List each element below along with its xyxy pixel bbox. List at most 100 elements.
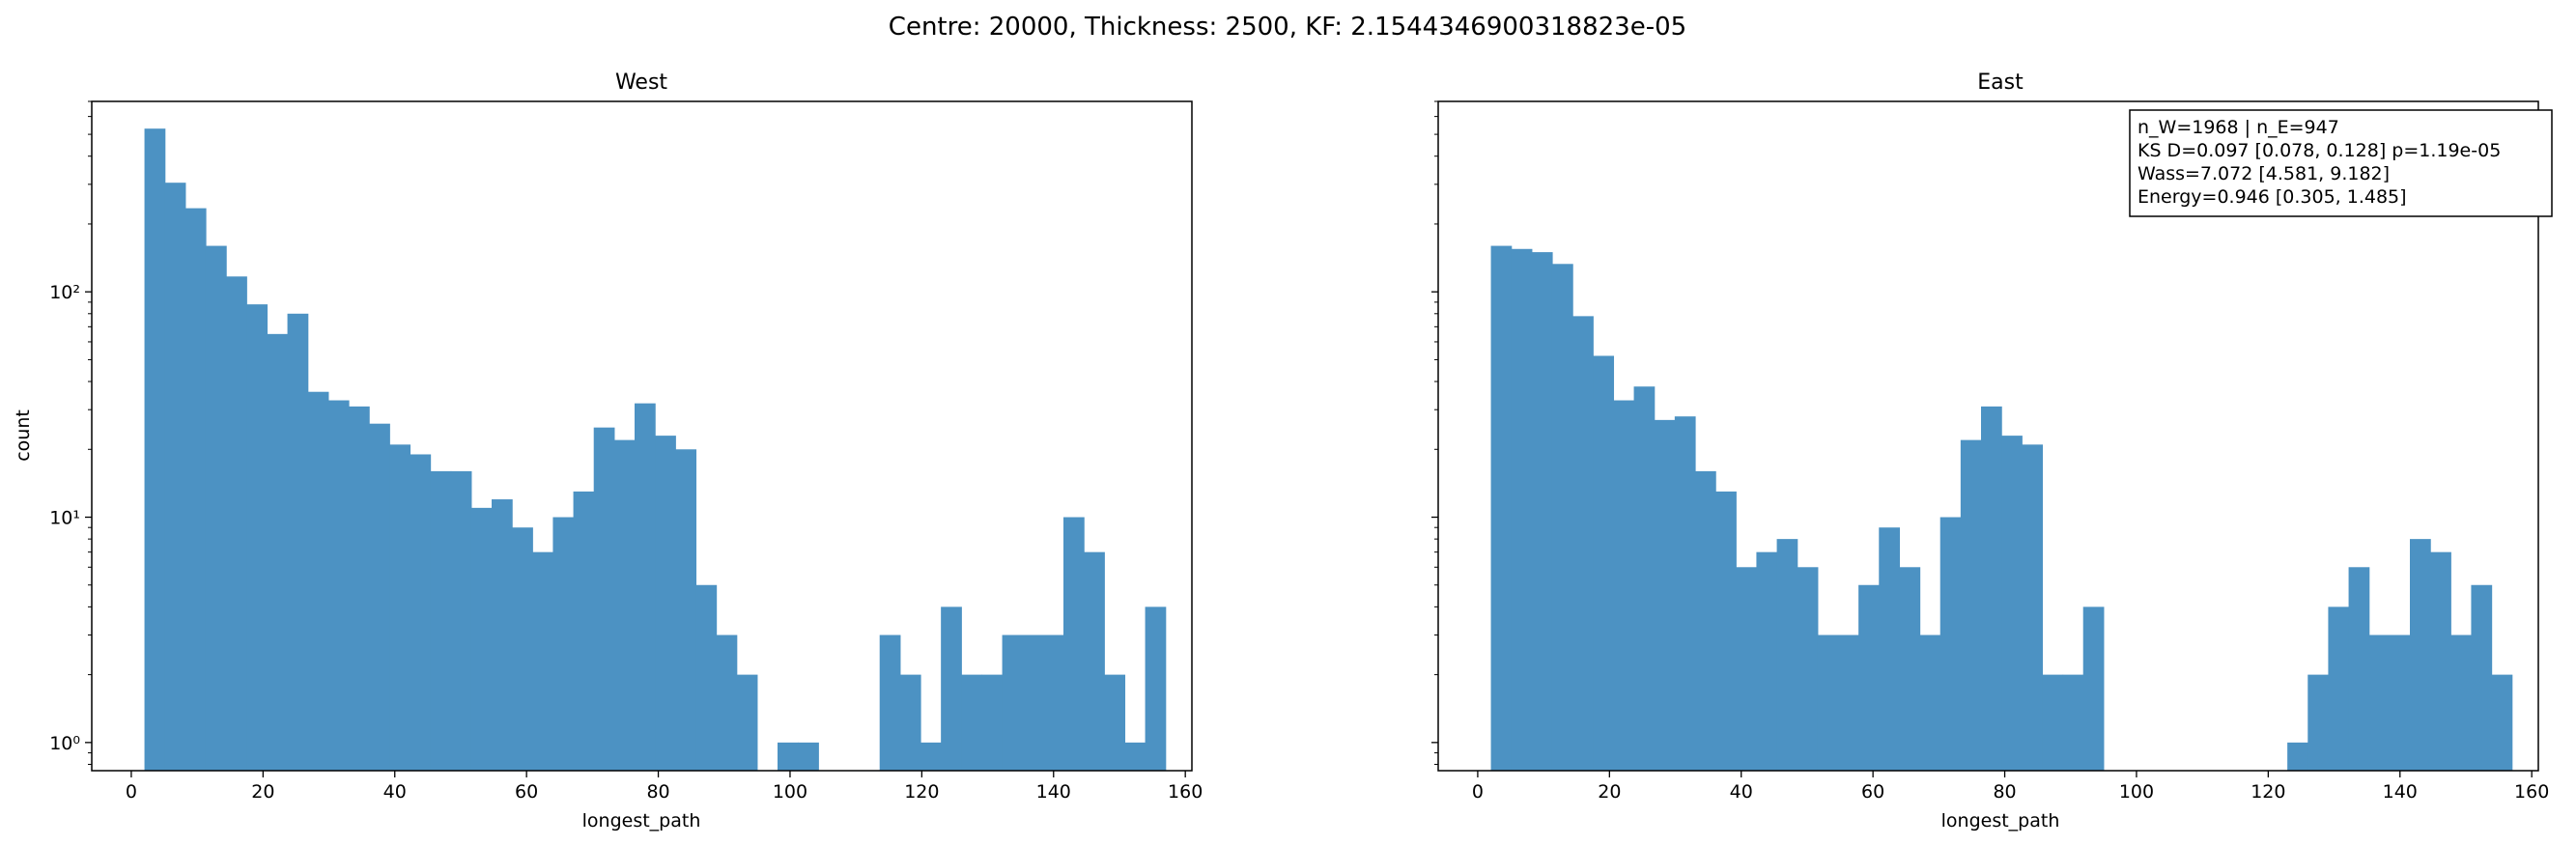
west-ytick-label: 10¹: [49, 508, 80, 529]
east-bar: [2410, 539, 2431, 771]
west-axes-frame: [91, 100, 1193, 772]
west-xtick-label: 0: [126, 781, 137, 803]
east-bar: [1613, 400, 1635, 771]
west-bar: [389, 444, 411, 771]
west-ytick-label: 10⁰: [49, 733, 80, 754]
west-bar: [1145, 606, 1167, 771]
east-bar: [1511, 248, 1533, 771]
east-bar: [2082, 606, 2105, 771]
west-bar: [512, 527, 533, 771]
west-bar: [961, 674, 983, 771]
east-xlabel: longest_path: [1941, 810, 2060, 832]
west-xlabel: longest_path: [582, 810, 701, 832]
west-bar: [164, 183, 186, 772]
east-xtick-label: 100: [2119, 781, 2154, 803]
east-xtick-label: 0: [1472, 781, 1484, 803]
west-xtick-label: 40: [383, 781, 407, 803]
east-bar: [1674, 416, 1696, 771]
panel-west: West longest_path count 0 20 40 60 80 100 120 1…: [13, 70, 1203, 832]
west-bar: [613, 439, 636, 771]
east-bar: [2022, 444, 2044, 771]
east-xtick-label: 80: [1993, 781, 2016, 803]
east-bar: [1980, 406, 2002, 771]
east-bar: [2491, 674, 2513, 771]
panel-east: East longest_path 0 20 40 60 80 100 120 140 160 …: [1431, 70, 2553, 832]
west-bar: [1063, 517, 1085, 771]
east-bar: [2001, 436, 2023, 771]
east-bar: [1694, 470, 1716, 771]
west-bar: [655, 436, 676, 771]
west-bar: [327, 400, 350, 771]
east-bar: [2328, 606, 2350, 771]
west-bar: [695, 584, 718, 771]
east-bar: [1551, 264, 1573, 771]
west-xtick-label: 120: [904, 781, 939, 803]
west-bar: [226, 276, 247, 771]
stats-line-energy: Energy=0.946 [0.305, 1.485]: [2137, 186, 2407, 208]
east-bar: [2042, 674, 2064, 771]
west-bar: [777, 742, 799, 771]
east-xtick-label: 40: [1730, 781, 1753, 803]
west-bar: [1104, 674, 1126, 771]
west-bar: [798, 742, 819, 771]
west-xticks: 0 20 40 60 80 100 120 140 160: [126, 771, 1203, 803]
stats-box: n_W=1968 | n_E=947 KS D=0.097 [0.078, 0.…: [2129, 109, 2553, 217]
east-bar: [1736, 567, 1758, 771]
west-bar: [348, 406, 370, 771]
west-bar: [899, 674, 921, 771]
stats-box-frame: [2129, 109, 2553, 217]
east-bar: [1715, 491, 1737, 771]
west-bar: [1042, 634, 1064, 771]
east-xtick-label: 140: [2383, 781, 2418, 803]
east-bar: [1879, 527, 1901, 771]
west-bar: [287, 313, 309, 771]
east-bar: [1797, 567, 1819, 771]
east-bar: [2307, 674, 2330, 771]
east-bar: [1960, 439, 1982, 771]
west-xtick-label: 20: [251, 781, 274, 803]
east-bar: [2348, 567, 2370, 771]
west-bar: [184, 208, 207, 772]
east-yticks: [1431, 100, 1438, 765]
west-ylabel: count: [13, 409, 34, 462]
west-bar: [450, 470, 472, 771]
stats-line-ks: KS D=0.097 [0.078, 0.128] p=1.19e-05: [2137, 140, 2501, 161]
east-bar: [1756, 551, 1778, 771]
west-bar: [1084, 551, 1105, 771]
west-bar: [1022, 634, 1044, 771]
west-bar: [1002, 634, 1024, 771]
west-bar: [981, 674, 1004, 771]
east-bar: [1531, 252, 1553, 772]
west-bar: [410, 454, 432, 771]
west-bar: [267, 333, 289, 771]
west-bar: [736, 674, 758, 771]
west-xtick-label: 80: [646, 781, 669, 803]
figure-suptitle: Centre: 20000, Thickness: 2500, KF: 2.15…: [889, 13, 1686, 42]
west-bar: [1124, 742, 1146, 771]
east-xtick-label: 60: [1861, 781, 1884, 803]
west-bar: [552, 517, 575, 771]
west-bar: [532, 551, 554, 771]
east-bar: [1858, 584, 1880, 771]
east-bar: [1593, 355, 1615, 771]
east-title: East: [1977, 70, 2024, 95]
east-bar: [2062, 674, 2084, 771]
east-bar: [2389, 634, 2411, 771]
east-axes-frame: [1437, 100, 2539, 772]
east-bar: [1633, 386, 1656, 771]
east-xticks: 0 20 40 60 80 100 120 140 160: [1472, 771, 2549, 803]
west-bar: [634, 403, 656, 771]
east-bar: [1654, 419, 1676, 771]
west-bar: [716, 634, 738, 771]
west-ytick-label: 10²: [49, 282, 80, 303]
west-bar: [430, 470, 452, 771]
stats-line-counts: n_W=1968 | n_E=947: [2137, 117, 2339, 138]
east-bar: [1939, 517, 1962, 771]
west-bar: [920, 742, 942, 771]
west-bar: [369, 423, 390, 771]
west-xtick-label: 100: [773, 781, 807, 803]
east-bar: [1776, 539, 1798, 771]
east-bar: [1817, 634, 1839, 771]
east-bar: [1572, 316, 1594, 771]
